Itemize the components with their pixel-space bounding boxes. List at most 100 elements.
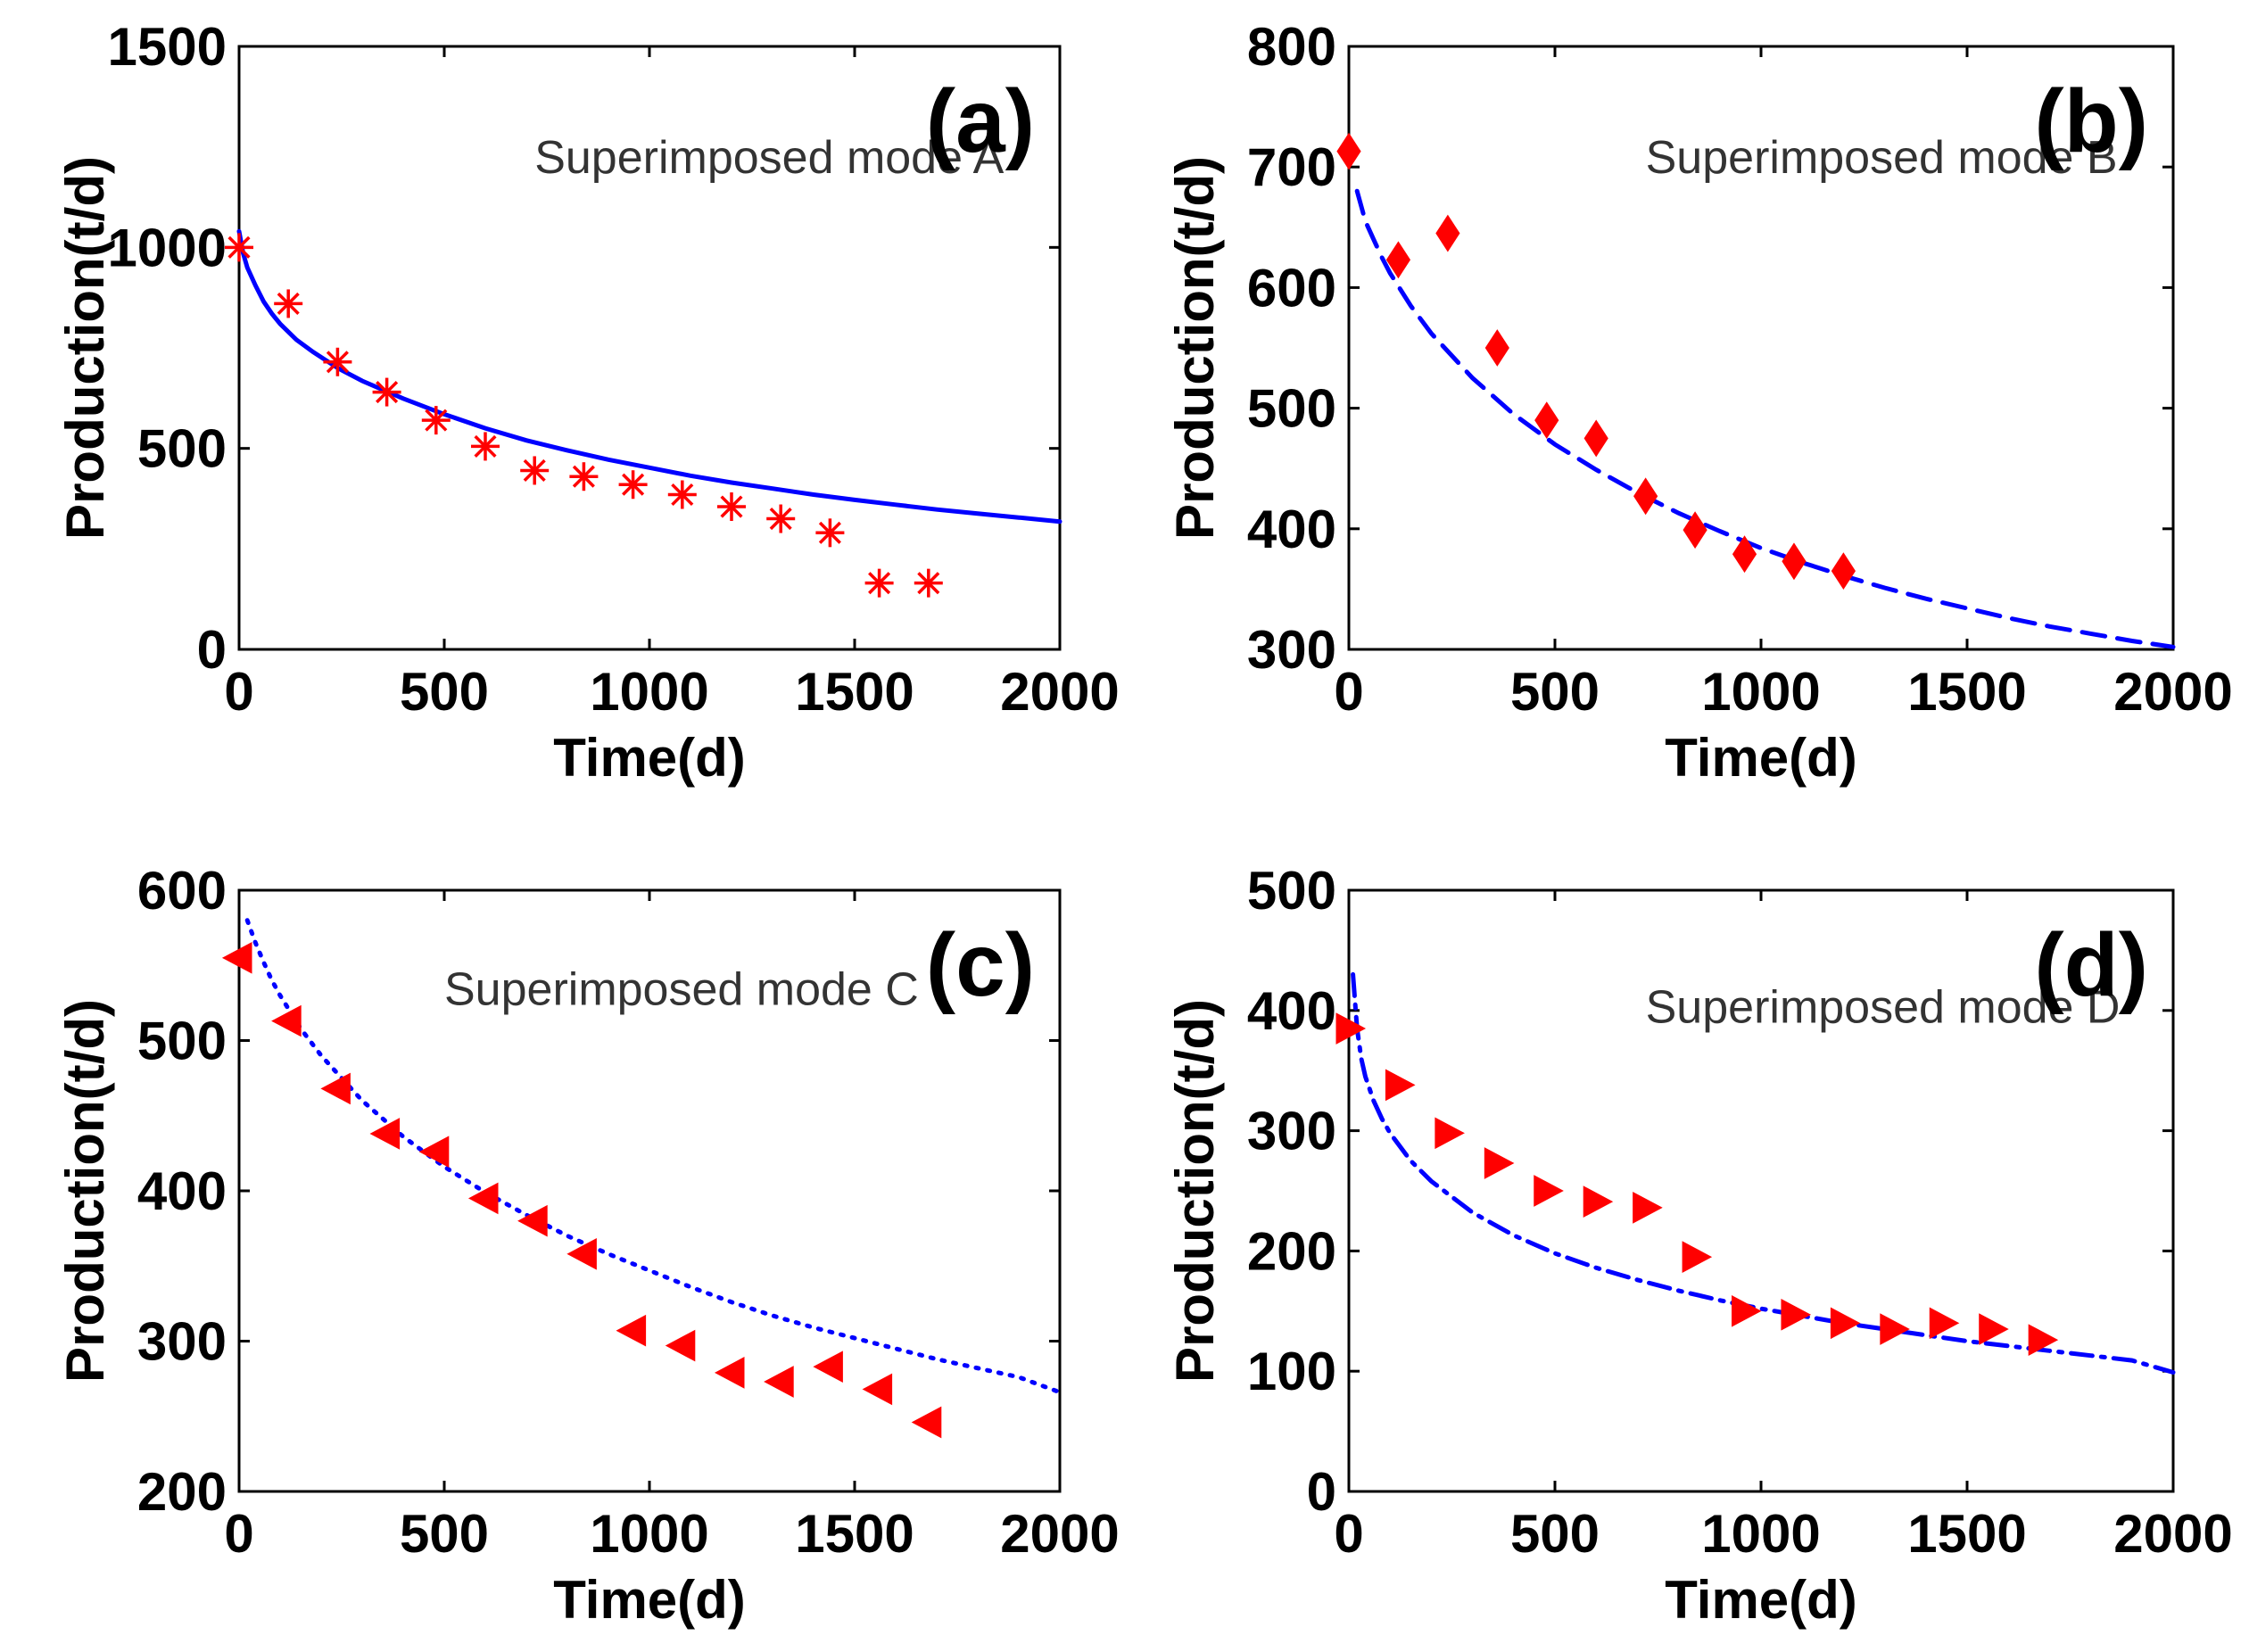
x-tick-label: 1500 xyxy=(795,662,914,722)
data-point xyxy=(1484,329,1509,367)
data-point xyxy=(1732,535,1757,574)
panel-tag: (c) xyxy=(926,915,1035,1015)
y-tick-label: 300 xyxy=(137,1312,227,1372)
data-point xyxy=(665,1329,696,1362)
y-tick-label: 400 xyxy=(1247,500,1336,559)
x-tick-label: 0 xyxy=(1334,1504,1363,1564)
x-tick-label: 500 xyxy=(400,662,489,722)
x-tick-label: 1000 xyxy=(590,662,708,722)
x-tick-label: 0 xyxy=(224,1504,253,1564)
y-axis-label: Production(t/d) xyxy=(55,156,115,540)
data-point xyxy=(714,1357,745,1389)
data-point xyxy=(1929,1307,1960,1340)
y-tick-label: 500 xyxy=(1247,379,1336,439)
data-point xyxy=(766,504,796,533)
y-tick-label: 600 xyxy=(1247,258,1336,318)
data-point xyxy=(520,456,550,485)
mode-annotation: Superimposed mode C xyxy=(444,963,919,1015)
x-tick-label: 1500 xyxy=(795,1504,914,1564)
data-point xyxy=(1683,511,1707,549)
x-axis-label: Time(d) xyxy=(553,728,746,788)
panel-d: 0 500 1000 1500 2000 0 100 200 300 400 500 Time(d) P… xyxy=(1165,861,2233,1630)
panel-c: 0 500 1000 1500 2000 200 300 400 500 600 Time(d) Pr… xyxy=(55,861,1120,1630)
x-axis-label: Time(d) xyxy=(553,1570,746,1630)
x-tick-label: 500 xyxy=(1510,1504,1600,1564)
data-point xyxy=(1633,1192,1663,1224)
x-tick-label: 1000 xyxy=(590,1504,708,1564)
x-tick-label: 2000 xyxy=(2113,662,2232,722)
data-point xyxy=(221,941,252,974)
fit-curve xyxy=(1354,188,2176,649)
mode-annotation: Superimposed mode A xyxy=(534,132,1004,184)
y-tick-label: 500 xyxy=(137,1012,227,1071)
data-point xyxy=(1880,1313,1910,1345)
y-tick-label: 200 xyxy=(1247,1221,1336,1281)
data-point xyxy=(1732,1294,1762,1327)
panel-a: 0 500 1000 1500 2000 0 500 1000 1500 Time(d) Produ… xyxy=(55,17,1120,788)
data-point xyxy=(1435,1117,1465,1150)
y-tick-label: 200 xyxy=(137,1462,227,1522)
y-axis-label: Production(t/d) xyxy=(1165,156,1225,540)
data-point xyxy=(1633,477,1658,516)
data-point xyxy=(1781,1299,1812,1331)
data-point xyxy=(864,568,894,598)
data-point xyxy=(274,289,303,318)
mode-annotation: Superimposed mode D xyxy=(1646,982,2121,1034)
data-point xyxy=(616,1314,647,1347)
y-axis-label: Production(t/d) xyxy=(55,999,115,1383)
data-point xyxy=(1335,1012,1367,1045)
data-point xyxy=(1782,542,1807,581)
x-tick-label: 1000 xyxy=(1701,662,1820,722)
y-tick-label: 1000 xyxy=(108,218,227,277)
y-tick-label: 500 xyxy=(137,419,227,479)
plot-frame xyxy=(237,888,1062,1493)
panel-tag: (b) xyxy=(2034,71,2148,171)
x-axis-label: Time(d) xyxy=(1665,728,1857,788)
plot-frame xyxy=(237,45,1062,651)
data-point xyxy=(1435,214,1460,252)
data-point xyxy=(471,432,500,461)
y-tick-label: 0 xyxy=(197,620,227,680)
x-tick-label: 2000 xyxy=(1000,1504,1119,1564)
data-point xyxy=(717,492,746,522)
x-axis-label: Time(d) xyxy=(1665,1570,1857,1630)
data-point xyxy=(566,1237,597,1270)
data-point xyxy=(1682,1241,1713,1273)
y-tick-label: 300 xyxy=(1247,1102,1336,1161)
data-point xyxy=(1385,241,1411,279)
data-point xyxy=(369,1118,401,1150)
fit-curve xyxy=(244,918,1062,1395)
data-point xyxy=(914,568,943,598)
data-point xyxy=(320,1072,351,1105)
y-tick-label: 0 xyxy=(1307,1462,1336,1522)
data-point xyxy=(418,1136,450,1169)
x-tick-label: 1000 xyxy=(1701,1504,1820,1564)
data-point xyxy=(1583,419,1608,458)
data-point xyxy=(323,347,352,376)
x-tick-label: 1500 xyxy=(1907,662,2026,722)
x-tick-label: 500 xyxy=(400,1504,489,1564)
fit-curve xyxy=(1351,971,2176,1375)
x-tick-label: 2000 xyxy=(1000,662,1119,722)
data-point xyxy=(1831,552,1856,591)
y-axis-label: Production(t/d) xyxy=(1165,999,1225,1383)
x-tick-label: 2000 xyxy=(2113,1504,2232,1564)
data-point xyxy=(569,462,599,491)
mode-annotation: Superimposed mode B xyxy=(1646,132,2118,184)
data-point xyxy=(1534,401,1559,440)
data-point xyxy=(1385,1069,1416,1102)
data-point xyxy=(1583,1185,1614,1218)
fit-curve xyxy=(236,228,1062,525)
data-point xyxy=(1336,132,1361,170)
data-point xyxy=(271,1004,302,1037)
y-tick-label: 1500 xyxy=(108,17,227,77)
data-point xyxy=(862,1373,893,1406)
data-point xyxy=(517,1204,548,1237)
panel-tag: (d) xyxy=(2034,915,2148,1015)
y-tick-label: 400 xyxy=(137,1161,227,1221)
panel-b: 0 500 1000 1500 2000 300 400 500 600 700 800 Time(d… xyxy=(1165,17,2233,788)
data-point xyxy=(1979,1313,2009,1345)
data-point xyxy=(1534,1175,1564,1207)
y-tick-label: 100 xyxy=(1247,1342,1336,1401)
